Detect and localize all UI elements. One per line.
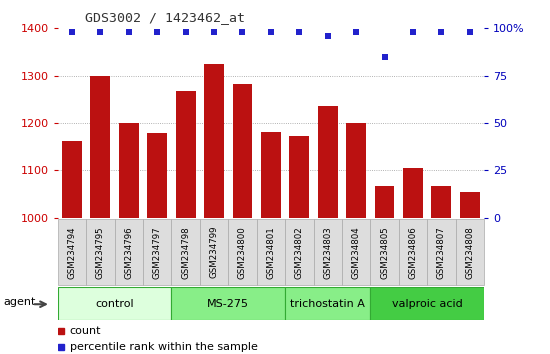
Bar [318, 107, 338, 218]
Text: GSM234797: GSM234797 [153, 226, 162, 279]
Point [437, 29, 446, 35]
Bar [143, 219, 172, 285]
Point [352, 29, 361, 35]
Bar [370, 287, 484, 320]
Text: GSM234796: GSM234796 [124, 226, 133, 279]
Point [238, 29, 247, 35]
Text: GSM234795: GSM234795 [96, 226, 105, 279]
Bar [175, 91, 196, 218]
Bar [289, 136, 309, 218]
Bar [58, 219, 86, 285]
Text: GSM234800: GSM234800 [238, 226, 247, 279]
Text: trichostatin A: trichostatin A [290, 298, 365, 309]
Bar [370, 219, 399, 285]
Text: count: count [70, 326, 101, 336]
Bar [62, 141, 82, 218]
Text: agent: agent [3, 297, 35, 307]
Bar [261, 132, 281, 218]
Bar [455, 219, 484, 285]
Text: GDS3002 / 1423462_at: GDS3002 / 1423462_at [85, 11, 245, 24]
Bar [90, 76, 111, 218]
Text: percentile rank within the sample: percentile rank within the sample [70, 342, 257, 352]
Text: MS-275: MS-275 [207, 298, 249, 309]
Text: GSM234805: GSM234805 [380, 226, 389, 279]
Bar [403, 168, 423, 218]
Point [266, 29, 275, 35]
Bar [285, 287, 370, 320]
Point [465, 29, 474, 35]
Point [323, 33, 332, 39]
Bar [342, 219, 370, 285]
Bar [431, 185, 452, 218]
Bar [460, 192, 480, 218]
Text: GSM234807: GSM234807 [437, 226, 446, 279]
Text: GSM234801: GSM234801 [266, 226, 276, 279]
Text: GSM234794: GSM234794 [68, 226, 76, 279]
Text: GSM234798: GSM234798 [181, 226, 190, 279]
Point [68, 29, 76, 35]
Bar [200, 219, 228, 285]
Text: GSM234803: GSM234803 [323, 226, 332, 279]
Bar [399, 219, 427, 285]
Point [96, 29, 104, 35]
Text: GSM234804: GSM234804 [351, 226, 361, 279]
Bar [427, 219, 455, 285]
Bar [86, 219, 114, 285]
Text: GSM234806: GSM234806 [409, 226, 417, 279]
Bar [58, 287, 172, 320]
Text: valproic acid: valproic acid [392, 298, 463, 309]
Point [124, 29, 133, 35]
Bar [172, 219, 200, 285]
Point [295, 29, 304, 35]
Text: control: control [95, 298, 134, 309]
Point [409, 29, 417, 35]
Text: GSM234802: GSM234802 [295, 226, 304, 279]
Bar [346, 123, 366, 218]
Bar [375, 185, 394, 218]
Bar [314, 219, 342, 285]
Point [182, 29, 190, 35]
Bar [285, 219, 314, 285]
Bar [204, 64, 224, 218]
Bar [257, 219, 285, 285]
Bar [114, 219, 143, 285]
Bar [233, 84, 252, 218]
Bar [119, 123, 139, 218]
Point [210, 29, 218, 35]
Point [153, 29, 162, 35]
Bar [228, 219, 257, 285]
Bar [172, 287, 285, 320]
Bar [147, 133, 167, 218]
Text: GSM234799: GSM234799 [210, 226, 218, 279]
Text: GSM234808: GSM234808 [465, 226, 474, 279]
Point [380, 54, 389, 59]
